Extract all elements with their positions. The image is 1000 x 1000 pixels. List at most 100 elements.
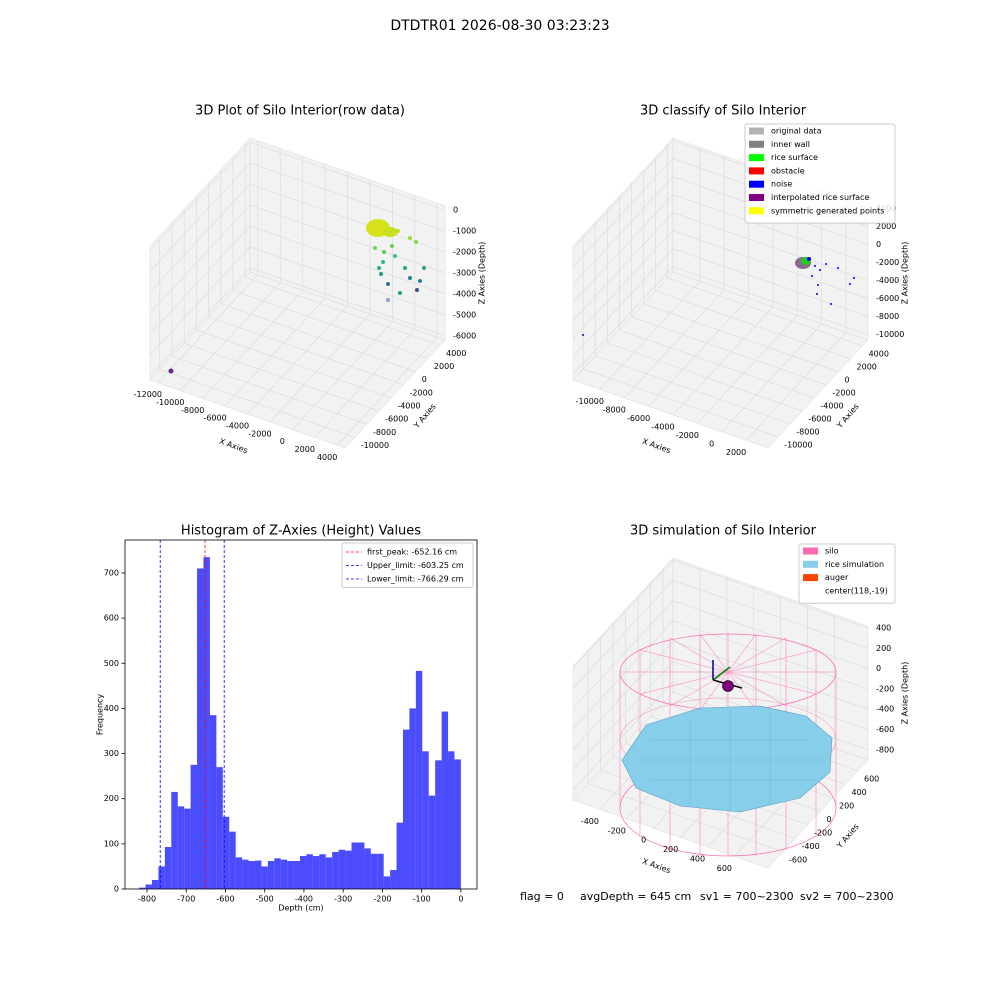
point xyxy=(381,260,385,264)
point xyxy=(422,266,426,270)
y-tick-label: 4000 xyxy=(446,349,466,358)
bar xyxy=(190,764,198,889)
bar xyxy=(293,861,301,889)
legend-swatch xyxy=(803,560,818,568)
y-tick-label: -400 xyxy=(802,842,820,851)
grid-line xyxy=(572,640,869,750)
z-axis-label: Z Axies (Depth) xyxy=(478,242,487,305)
legend-label: Lower_limit: -766.29 cm xyxy=(367,575,464,584)
legend-box xyxy=(744,123,896,224)
grid-line xyxy=(643,169,839,373)
grid-line xyxy=(224,164,326,407)
grid-line xyxy=(159,235,355,438)
bar xyxy=(184,808,191,889)
legend-swatch xyxy=(749,140,764,148)
legend-swatch xyxy=(749,167,764,175)
bar xyxy=(164,847,172,889)
bar xyxy=(402,729,410,889)
x-tick-label: -700 xyxy=(177,895,195,904)
y-tick-label: 200 xyxy=(839,801,854,810)
grid-line xyxy=(149,246,446,356)
x-tick-label: -8000 xyxy=(181,406,204,415)
annotations: 3D Plot of Silo Interior(row data) -12000… xyxy=(96,104,910,913)
z-tick-label: -600 xyxy=(876,725,894,734)
bar xyxy=(312,856,320,889)
bar xyxy=(274,858,281,889)
point xyxy=(811,275,813,277)
point xyxy=(849,283,851,285)
legend-label: symmetric generated points xyxy=(771,206,884,215)
grid-line xyxy=(149,141,446,251)
y-tick-label: 500 xyxy=(104,659,119,668)
x-tick-label: 0 xyxy=(709,439,714,448)
y-tick-label: -10000 xyxy=(361,441,389,450)
bar xyxy=(370,853,378,889)
panel-title: 3D simulation of Silo Interior xyxy=(630,524,817,539)
grid-line xyxy=(247,172,348,415)
z-tick-label: 200 xyxy=(876,644,891,653)
point xyxy=(168,368,174,374)
grid-line xyxy=(572,579,869,689)
z-axis-label: Z Axies (Depth) xyxy=(901,242,910,305)
bar xyxy=(177,806,185,889)
x-tick-label: -500 xyxy=(256,895,274,904)
panel-title: 3D classify of Silo Interior xyxy=(640,104,807,119)
point xyxy=(837,267,839,269)
grid-line xyxy=(208,182,404,386)
z-tick-label: -400 xyxy=(876,705,894,714)
x-tick-label: 2000 xyxy=(295,445,315,454)
y-tick-label: 700 xyxy=(104,568,119,577)
point xyxy=(816,293,818,295)
x-tick-label: -12000 xyxy=(134,390,162,399)
z-tick-label: 400 xyxy=(876,624,891,633)
legend-label: silo xyxy=(825,547,839,556)
grid-line xyxy=(183,209,380,412)
x-tick-label: 400 xyxy=(690,854,705,863)
bar xyxy=(300,856,307,889)
y-axis-label: Frequency xyxy=(96,694,105,736)
bar xyxy=(203,557,210,889)
point-cluster xyxy=(382,227,398,237)
y-tick-label: 0 xyxy=(422,375,427,384)
legend-label: first_peak: -652.16 cm xyxy=(367,548,457,557)
legend-label: inner wall xyxy=(771,140,810,149)
legend-label: noise xyxy=(771,180,792,189)
point xyxy=(377,266,381,270)
bar xyxy=(158,866,165,889)
bar xyxy=(235,857,243,889)
z-tick-label: -6000 xyxy=(453,331,476,340)
grid-line xyxy=(721,189,823,433)
point xyxy=(582,334,584,336)
x-axis-label: Depth (cm) xyxy=(278,904,323,913)
bar xyxy=(351,842,358,889)
bar xyxy=(197,568,204,889)
bar xyxy=(222,816,230,889)
x-tick-label: -6000 xyxy=(627,414,650,423)
x-tick-label: 0 xyxy=(280,437,285,446)
bar xyxy=(390,870,397,889)
grid-line xyxy=(600,636,796,839)
grid-line xyxy=(149,204,446,314)
point xyxy=(398,291,402,295)
footer-sv2: sv2 = 700~2300 xyxy=(800,890,894,903)
surface-mesh xyxy=(640,710,825,812)
point xyxy=(382,250,386,254)
z-tick-label: 2000 xyxy=(876,222,896,231)
legend-swatch xyxy=(749,154,764,162)
bar xyxy=(383,876,391,889)
x-tick-label: 0 xyxy=(458,895,463,904)
z-tick-label: -1000 xyxy=(453,227,476,236)
footer-flag: flag = 0 xyxy=(520,890,564,903)
footer-depth: avgDepth = 645 cm xyxy=(580,890,691,903)
x-tick-label: -2000 xyxy=(676,431,699,440)
x-tick-label: -4000 xyxy=(651,422,674,431)
y-tick-label: -200 xyxy=(814,828,832,837)
z-axis-label: Z Axies (Depth) xyxy=(901,662,910,725)
z-tick-label: -6000 xyxy=(876,294,899,303)
legend-swatch xyxy=(749,180,764,188)
grid-line xyxy=(244,143,441,346)
grid-line xyxy=(623,155,725,399)
y-tick-label: 2000 xyxy=(434,362,454,371)
grid-line xyxy=(149,162,446,272)
y-tick-label: -6000 xyxy=(385,415,408,424)
